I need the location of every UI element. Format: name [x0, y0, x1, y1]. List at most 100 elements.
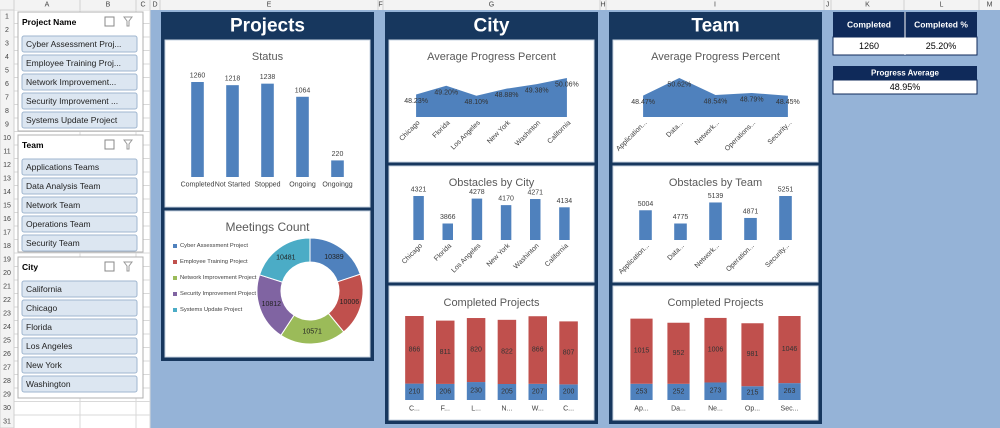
category-label: Op... [745, 406, 760, 413]
panel-title: Projects [230, 16, 305, 37]
category-label: L... [471, 406, 481, 413]
bar-segment [405, 383, 424, 400]
multi-select-icon[interactable] [104, 261, 115, 272]
data-label: 1238 [260, 74, 276, 81]
row-header: 27 [3, 364, 11, 371]
legend-label: Security Improvement Project [180, 291, 256, 297]
slicer-item[interactable] [21, 158, 138, 176]
data-label: 210 [409, 388, 421, 395]
legend-label: Cyber Assessment Project [180, 243, 248, 249]
multi-select-icon[interactable] [104, 139, 115, 150]
chart-title: Obstacles by City [449, 177, 535, 189]
slicer-item-label: Network Team [26, 200, 80, 210]
panel-title: Team [691, 16, 739, 37]
row-header: 17 [3, 229, 11, 236]
bar-segment [667, 383, 690, 400]
data-label: 263 [784, 388, 796, 395]
slicer-item[interactable] [21, 215, 138, 233]
data-label: 4278 [469, 189, 485, 196]
progress-value-cell [832, 79, 978, 95]
data-label: 5139 [708, 193, 724, 200]
row-header: 20 [3, 270, 11, 277]
slicer-item[interactable] [21, 234, 138, 252]
slicer-item[interactable] [21, 280, 138, 298]
category-label: N... [501, 406, 512, 413]
bar [674, 223, 687, 240]
row-header: 15 [3, 202, 11, 209]
slicer-item[interactable] [21, 299, 138, 317]
slicer-title: City [22, 262, 38, 272]
slicer-item[interactable] [21, 73, 138, 91]
data-label: 5004 [638, 201, 654, 208]
slicer-item[interactable] [21, 111, 138, 129]
data-label: 1015 [634, 348, 650, 355]
bar-segment [667, 322, 690, 384]
slicer-item-label: New York [26, 360, 63, 370]
row-header: 9 [5, 121, 9, 128]
legend-swatch [173, 292, 177, 296]
category-label: Ongoingg [322, 182, 352, 189]
chart-title: Completed Projects [668, 297, 764, 309]
data-label: 49.38% [525, 88, 549, 95]
row-header: 16 [3, 216, 11, 223]
data-label: 206 [439, 388, 451, 395]
data-label: 1064 [295, 87, 311, 94]
slicer-item-label: Florida [26, 322, 52, 332]
slicer-title: Team [22, 140, 44, 150]
data-label: 1218 [225, 76, 241, 83]
data-label: 252 [673, 388, 685, 395]
row-header: 31 [3, 418, 11, 425]
data-label: 48.88% [495, 92, 519, 99]
slicer-item[interactable] [21, 35, 138, 53]
data-label: 10571 [302, 328, 322, 335]
column-header: A [45, 2, 50, 9]
row-header: 14 [3, 189, 11, 196]
slicer-item[interactable] [21, 177, 138, 195]
slicer-item[interactable] [21, 196, 138, 214]
row-header: 18 [3, 243, 11, 250]
row-header: 5 [5, 67, 9, 74]
slicer-item-label: Applications Teams [26, 162, 99, 172]
column-header: F [378, 2, 382, 9]
clear-filter-icon[interactable] [123, 261, 133, 272]
data-label: 1046 [782, 346, 798, 353]
bar [639, 210, 652, 240]
column-header: E [267, 2, 272, 9]
data-label: 50.06% [555, 82, 579, 89]
data-label: 48.47% [631, 99, 655, 106]
slicer-item-label: Operations Team [26, 219, 91, 229]
bar-segment [630, 383, 653, 400]
data-label: 981 [747, 351, 759, 358]
data-label: 10006 [340, 299, 360, 306]
slicer-item[interactable] [21, 337, 138, 355]
clear-filter-icon[interactable] [123, 16, 133, 27]
category-label: Ap... [634, 406, 648, 413]
slicer-item[interactable] [21, 375, 138, 393]
clear-filter-icon[interactable] [123, 139, 133, 150]
multi-select-icon[interactable] [104, 16, 115, 27]
category-label: C... [563, 406, 574, 413]
row-header: 6 [5, 81, 9, 88]
data-label: 1006 [708, 347, 724, 354]
slicer-item[interactable] [21, 92, 138, 110]
data-label: 49.20% [434, 89, 458, 96]
category-label: F... [441, 406, 450, 413]
kpi-value: 1260 [859, 41, 879, 51]
data-label: 4170 [498, 196, 514, 203]
bar-segment [778, 316, 801, 384]
row-header: 11 [3, 148, 10, 155]
slicer-item-label: Employee Training Proj... [26, 58, 121, 68]
row-header: 29 [3, 391, 11, 398]
slicer-item[interactable] [21, 54, 138, 72]
data-label: 4775 [673, 214, 689, 221]
column-header: L [940, 2, 944, 9]
row-header: 10 [3, 135, 11, 142]
bar-segment [497, 383, 517, 400]
bar [779, 196, 792, 240]
bar-segment [497, 319, 517, 384]
category-label: Stopped [254, 182, 280, 189]
slicer-item[interactable] [21, 318, 138, 336]
slicer-item-label: Data Analysis Team [26, 181, 101, 191]
slicer-item[interactable] [21, 356, 138, 374]
slicer-item-label: Washington [26, 379, 71, 389]
